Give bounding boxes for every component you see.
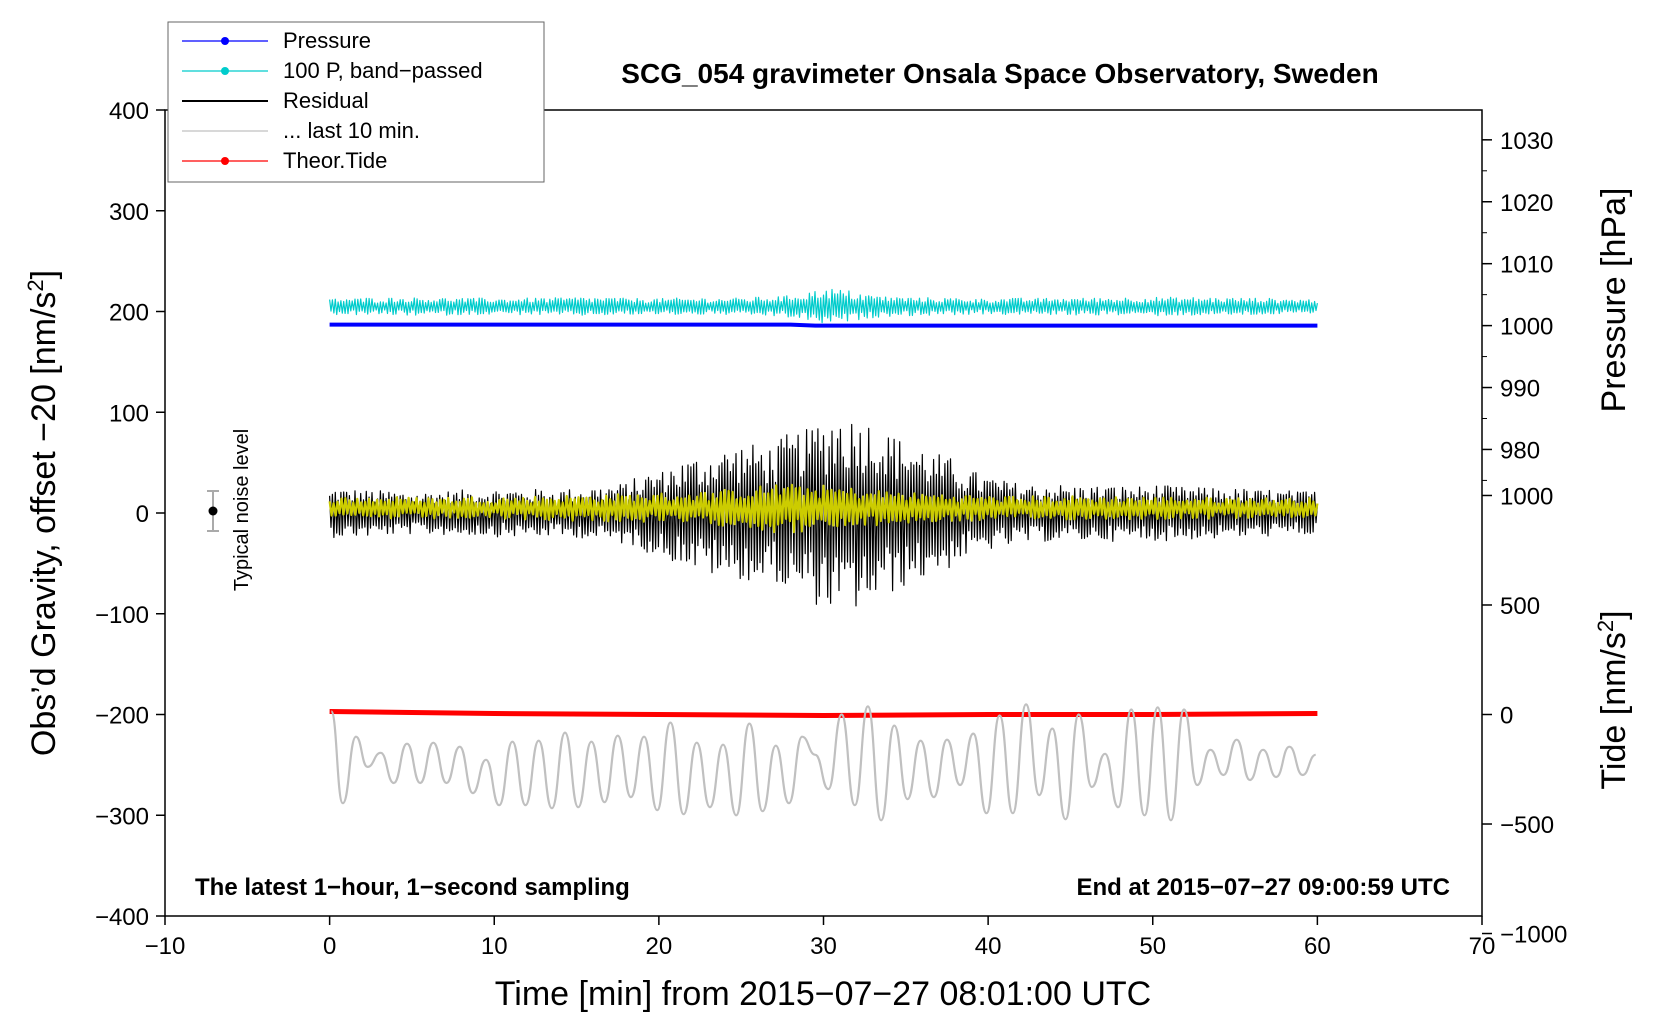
- legend-label: 100 P, band−passed: [283, 58, 483, 83]
- y-tick-label: 400: [109, 98, 149, 125]
- tide-tick-label: 500: [1500, 593, 1540, 620]
- series-theor-tide: [329, 709, 1318, 719]
- noise-label: Typical noise level: [231, 429, 253, 591]
- tide-tick-label: −1000: [1500, 922, 1567, 949]
- x-tick-label: 0: [323, 933, 336, 960]
- pressure-tick-label: 980: [1500, 437, 1540, 464]
- legend-label: Residual: [283, 88, 369, 113]
- x-tick-label: 60: [1304, 933, 1331, 960]
- tide-axis-title-close: ]: [1595, 610, 1633, 619]
- x-tick-label: 10: [481, 933, 508, 960]
- annotation-end-time: End at 2015−07−27 09:00:59 UTC: [1076, 874, 1450, 901]
- legend-label: ... last 10 min.: [283, 118, 420, 143]
- series-pressure: [329, 322, 1318, 328]
- y-axis-title: Obs’d Gravity, offset −20 [nm/s2]: [23, 270, 63, 756]
- series-pressure-bandpassed: [329, 288, 1318, 324]
- noise-bar: Typical noise level: [207, 429, 253, 591]
- y-tick-label: −400: [95, 904, 149, 931]
- y-axis-title-main: Obs’d Gravity, offset −20 [nm/s: [25, 292, 63, 757]
- legend-marker: [221, 157, 229, 165]
- series-residual-smoothed: [328, 483, 1319, 534]
- x-tick-label: 70: [1469, 933, 1496, 960]
- x-tick-label: 50: [1139, 933, 1166, 960]
- pressure-tick-label: 1020: [1500, 190, 1553, 217]
- pressure-tick-label: 990: [1500, 376, 1540, 403]
- tide-axis-title-sup: 2: [1593, 620, 1618, 632]
- y-tick-label: −200: [95, 703, 149, 730]
- y-tick-label: 200: [109, 300, 149, 327]
- legend-label: Pressure: [283, 28, 371, 53]
- x-tick-label: 40: [975, 933, 1002, 960]
- axes-layer: −10 0 10 20 30 40 50 60 70−400−300−200−100010020…: [95, 98, 1567, 960]
- chart-title: SCG_054 gravimeter Onsala Space Observat…: [621, 58, 1378, 89]
- x-axis-title: Time [min] from 2015−07−27 08:01:00 UTC: [495, 975, 1151, 1013]
- annotation-latest-hour: The latest 1−hour, 1−second sampling: [195, 874, 630, 901]
- legend-label: Theor.Tide: [283, 148, 387, 173]
- legend: Pressure 100 P, band−passed Residual ... la…: [167, 21, 545, 183]
- y-axis-title-close: ]: [25, 270, 63, 279]
- y-tick-label: −300: [95, 803, 149, 830]
- series-layer: [328, 288, 1319, 822]
- series-last-10-min: [330, 703, 1317, 822]
- noise-point: [208, 506, 218, 516]
- y-axis-title-sup: 2: [23, 279, 48, 291]
- series-residual: [329, 423, 1318, 607]
- x-tick-label: 20: [646, 933, 673, 960]
- legend-marker: [221, 67, 229, 75]
- y-tick-label: 300: [109, 199, 149, 226]
- legend-items: Pressure 100 P, band−passed Residual ... la…: [182, 28, 483, 173]
- pressure-tick-label: 1000: [1500, 314, 1553, 341]
- pressure-tick-label: 1030: [1500, 128, 1553, 155]
- y-tick-label: 0: [136, 501, 149, 528]
- tide-axis-title-main: Tide [nm/s: [1595, 632, 1633, 789]
- y-tick-label: 100: [109, 400, 149, 427]
- tide-axis-title: Tide [nm/s2]: [1593, 610, 1633, 789]
- tide-tick-label: 1000: [1500, 483, 1553, 510]
- x-tick-label: 30: [810, 933, 837, 960]
- y-tick-label: −100: [95, 602, 149, 629]
- tide-tick-label: −500: [1500, 812, 1554, 839]
- legend-marker: [221, 37, 229, 45]
- tide-tick-label: 0: [1500, 703, 1513, 730]
- pressure-tick-label: 1010: [1500, 252, 1553, 279]
- pressure-axis-title: Pressure [hPa]: [1595, 188, 1633, 413]
- x-tick-label: −10: [145, 933, 186, 960]
